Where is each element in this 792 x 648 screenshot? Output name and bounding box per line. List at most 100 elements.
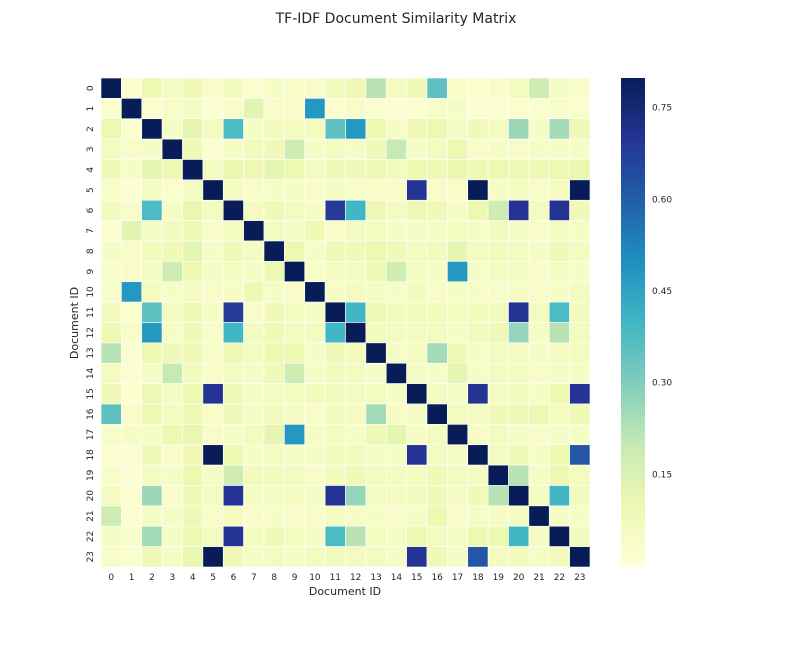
heatmap-cell xyxy=(222,342,244,364)
heatmap-cell xyxy=(548,424,570,446)
heatmap-cell xyxy=(284,525,306,547)
heatmap-cell xyxy=(182,362,204,384)
heatmap-cell xyxy=(345,199,367,221)
heatmap-cell xyxy=(284,301,306,323)
heatmap-cell xyxy=(426,159,448,181)
heatmap-cell xyxy=(304,383,326,405)
heatmap-cell xyxy=(426,546,448,568)
heatmap-cell xyxy=(304,362,326,384)
heatmap-cell xyxy=(487,281,509,303)
heatmap-cell xyxy=(324,383,346,405)
x-tick-label: 23 xyxy=(574,573,585,583)
heatmap-cell xyxy=(100,403,122,425)
heatmap-cell xyxy=(263,342,285,364)
heatmap-cell xyxy=(182,424,204,446)
heatmap-cell xyxy=(182,444,204,466)
y-tick-label: 6 xyxy=(86,207,96,213)
heatmap-cell xyxy=(426,281,448,303)
heatmap-cell xyxy=(406,464,428,486)
colorbar xyxy=(621,78,645,567)
heatmap-cell xyxy=(345,464,367,486)
heatmap-cell xyxy=(487,138,509,160)
heatmap-cell xyxy=(508,444,530,466)
heatmap-cell xyxy=(100,199,122,221)
x-tick-label: 7 xyxy=(251,573,257,583)
heatmap-cell xyxy=(508,159,530,181)
heatmap-cell xyxy=(100,301,122,323)
heatmap-cell xyxy=(141,138,163,160)
heatmap-cell xyxy=(202,403,224,425)
heatmap-cell xyxy=(426,77,448,99)
heatmap-cell xyxy=(548,118,570,140)
heatmap-cell xyxy=(202,138,224,160)
heatmap-cell xyxy=(243,322,265,344)
x-tick-label: 20 xyxy=(513,573,525,583)
heatmap-cell xyxy=(365,322,387,344)
heatmap-cell xyxy=(202,159,224,181)
heatmap-cell xyxy=(222,546,244,568)
heatmap-cell xyxy=(304,261,326,283)
heatmap-cell xyxy=(141,525,163,547)
heatmap-cell xyxy=(365,403,387,425)
heatmap-cell xyxy=(182,138,204,160)
heatmap-cell xyxy=(548,322,570,344)
heatmap-cell xyxy=(508,77,530,99)
heatmap-cell xyxy=(222,77,244,99)
colorbar-tick-label: 0.75 xyxy=(652,104,672,114)
heatmap-cell xyxy=(161,98,183,120)
heatmap-cell xyxy=(447,159,469,181)
heatmap-cell xyxy=(528,546,550,568)
heatmap-cell xyxy=(508,281,530,303)
heatmap-cell xyxy=(121,281,143,303)
heatmap-cell xyxy=(324,485,346,507)
heatmap-cell xyxy=(161,118,183,140)
heatmap-cell xyxy=(141,199,163,221)
heatmap-cell xyxy=(202,383,224,405)
heatmap-cell xyxy=(385,464,407,486)
heatmap-cell xyxy=(528,261,550,283)
heatmap-cell xyxy=(406,199,428,221)
heatmap-cell xyxy=(569,118,591,140)
heatmap-cell xyxy=(528,464,550,486)
heatmap-cell xyxy=(467,281,489,303)
heatmap-cell xyxy=(100,261,122,283)
heatmap-cell xyxy=(263,261,285,283)
heatmap-cell xyxy=(467,342,489,364)
heatmap-cell xyxy=(243,464,265,486)
heatmap-cell xyxy=(569,77,591,99)
heatmap-cell xyxy=(426,138,448,160)
heatmap-cell xyxy=(467,261,489,283)
heatmap-cell xyxy=(243,98,265,120)
heatmap-cell xyxy=(569,322,591,344)
heatmap-cell xyxy=(243,424,265,446)
heatmap-cell xyxy=(182,240,204,262)
heatmap-cell xyxy=(467,362,489,384)
heatmap-cell xyxy=(222,179,244,201)
heatmap-cell xyxy=(528,424,550,446)
heatmap-cell xyxy=(406,118,428,140)
heatmap-cell xyxy=(121,159,143,181)
heatmap-cell xyxy=(467,383,489,405)
heatmap-cell xyxy=(222,159,244,181)
heatmap-cell xyxy=(385,383,407,405)
heatmap-cell xyxy=(284,424,306,446)
heatmap-cell xyxy=(121,77,143,99)
heatmap-cell xyxy=(447,281,469,303)
heatmap-cell xyxy=(182,281,204,303)
heatmap-cell xyxy=(263,301,285,323)
heatmap-cell xyxy=(243,281,265,303)
heatmap-cell xyxy=(182,118,204,140)
heatmap-cell xyxy=(284,505,306,527)
heatmap-cell xyxy=(487,403,509,425)
heatmap-cell xyxy=(324,424,346,446)
heatmap-cell xyxy=(508,301,530,323)
heatmap-cell xyxy=(202,444,224,466)
heatmap-cell xyxy=(222,403,244,425)
heatmap-cell xyxy=(406,424,428,446)
heatmap-cell xyxy=(548,464,570,486)
heatmap-cell xyxy=(385,444,407,466)
x-tick-label: 8 xyxy=(271,573,277,583)
heatmap-cell xyxy=(508,261,530,283)
heatmap-cell xyxy=(528,118,550,140)
heatmap-cell xyxy=(385,505,407,527)
